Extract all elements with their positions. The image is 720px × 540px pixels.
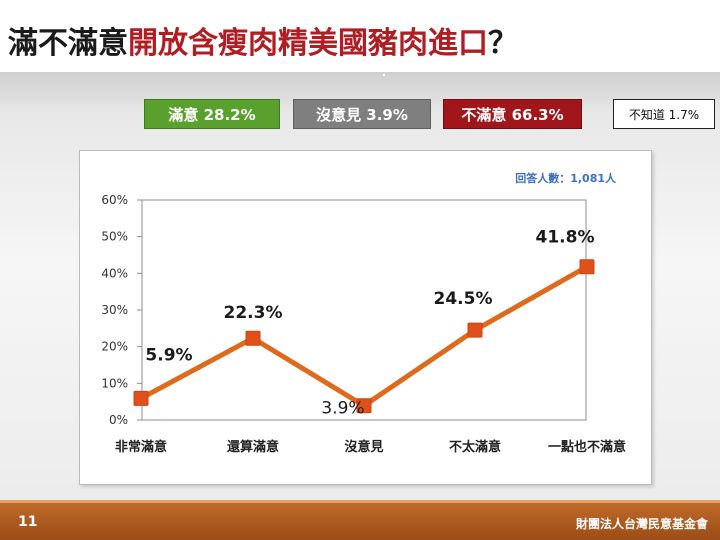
data-point-marker — [133, 390, 149, 406]
decor-dot — [383, 74, 385, 76]
slide-title-lead: 滿不滿意 — [8, 26, 128, 61]
y-tick-label: 40% — [101, 266, 128, 280]
x-tick-label: 沒意見 — [344, 439, 383, 455]
data-label: 41.8% — [536, 228, 595, 248]
line-chart: 0% 10% 20% 30% 40% 50% 60% 非常滿意 還算滿意 沒意見 不太滿意 一點也不滿… — [101, 171, 626, 455]
chart-panel: 0% 10% 20% 30% 40% 50% 60% 非常滿意 還算滿意 沒意見 不太滿意 一點也不滿… — [79, 150, 652, 485]
x-tick-label: 還算滿意 — [227, 439, 279, 455]
plot-area-border — [141, 199, 587, 421]
organization-name: 財團法人台灣民意基金會 — [575, 517, 708, 531]
data-label: 5.9% — [145, 345, 192, 365]
series-line — [138, 264, 590, 409]
data-label: 22.3% — [224, 303, 283, 323]
badge-dissatisfied: 不滿意 66.3% — [443, 99, 582, 129]
y-tick-label: 50% — [101, 230, 128, 244]
badge-neutral: 沒意見 3.9% — [293, 99, 431, 129]
data-point-marker — [579, 259, 595, 275]
badge-unknown: 不知道 1.7% — [613, 99, 715, 129]
x-tick-label: 一點也不滿意 — [548, 439, 626, 455]
x-tick-label: 不太滿意 — [449, 439, 501, 455]
data-label: 24.5% — [434, 289, 493, 309]
data-point-marker — [467, 322, 483, 338]
slide-title-topic: 開放含瘦肉精美國豬肉進口 — [128, 26, 488, 61]
y-tick-label: 30% — [101, 303, 128, 317]
y-tick-label: 20% — [101, 340, 128, 354]
footer-bar: 11 財團法人台灣民意基金會 — [0, 500, 720, 540]
slide-title: 滿不滿意開放含瘦肉精美國豬肉進口？ — [8, 18, 518, 62]
slide-title-suffix: ？ — [488, 26, 518, 61]
title-bar: 滿不滿意開放含瘦肉精美國豬肉進口？ — [0, 0, 720, 72]
data-point-marker — [245, 330, 261, 346]
x-tick-label: 非常滿意 — [115, 439, 167, 455]
badge-satisfied: 滿意 28.2% — [144, 99, 280, 129]
y-tick-label: 0% — [109, 413, 128, 427]
y-tick-label: 10% — [101, 376, 128, 390]
y-tick-label: 60% — [101, 193, 128, 207]
data-point-marker — [356, 398, 372, 414]
respondents-annotation: 回答人數：1,081人 — [515, 171, 617, 185]
data-label: 3.9% — [321, 399, 364, 419]
page-number: 11 — [18, 514, 38, 530]
